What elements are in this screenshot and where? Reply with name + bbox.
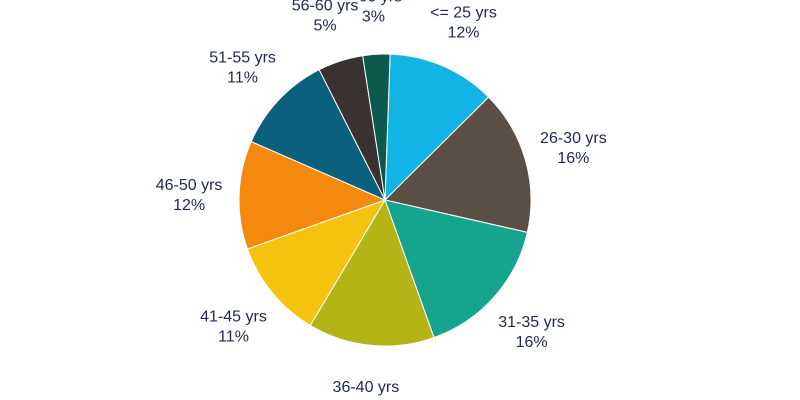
pie-slices (238, 53, 532, 347)
slice-category: 46-50 yrs (156, 177, 223, 194)
slice-category: 36-40 yrs (333, 379, 400, 396)
pie-slice-5 (238, 140, 387, 250)
slice-category: 26-30 yrs (540, 130, 607, 147)
slice-label-0: <= 25 yrs 12% (430, 4, 497, 41)
slice-label-2: 31-35 yrs 16% (498, 314, 565, 351)
pie-slice-3 (309, 198, 435, 347)
slice-label-3: 36-40 yrs14% (333, 379, 400, 400)
slice-percent: 12% (173, 197, 205, 214)
pie-slice-8 (362, 53, 391, 201)
slice-labels: <= 25 yrs 12% 26-30 yrs 16% 31-35 yrs 16% 36-4… (156, 0, 607, 400)
slice-label-8: > 60 yrs 3% (345, 0, 402, 25)
pie-slice-6 (250, 69, 387, 202)
slice-category: <= 25 yrs (430, 4, 497, 21)
slice-percent: 12% (447, 24, 479, 41)
slice-percent: 16% (557, 150, 589, 167)
slice-category: > 60 yrs (345, 0, 402, 5)
slice-percent: 11% (227, 69, 258, 86)
slice-category: 51-55 yrs (209, 49, 276, 66)
pie-slice-4 (246, 199, 387, 327)
pie-slice-2 (384, 199, 528, 339)
slice-category: 56-60 yrs (292, 0, 359, 14)
slice-percent: 16% (516, 334, 548, 351)
slice-label-5: 46-50 yrs 12% (156, 177, 223, 214)
slice-label-7: 56-60 yrs 5% (292, 0, 359, 34)
slice-percent: 3% (362, 8, 385, 25)
slice-percent: 5% (314, 17, 337, 34)
pie-slice-1 (384, 96, 532, 233)
slice-label-1: 26-30 yrs 16% (540, 130, 607, 167)
slice-label-6: 51-55 yrs 11% (209, 49, 276, 86)
slice-category: 41-45 yrs (200, 308, 267, 325)
slice-percent: 11% (218, 328, 249, 345)
pie-slice-0 (384, 53, 490, 202)
slice-category: 31-35 yrs (498, 314, 565, 331)
slice-label-4: 41-45 yrs 11% (200, 308, 267, 345)
